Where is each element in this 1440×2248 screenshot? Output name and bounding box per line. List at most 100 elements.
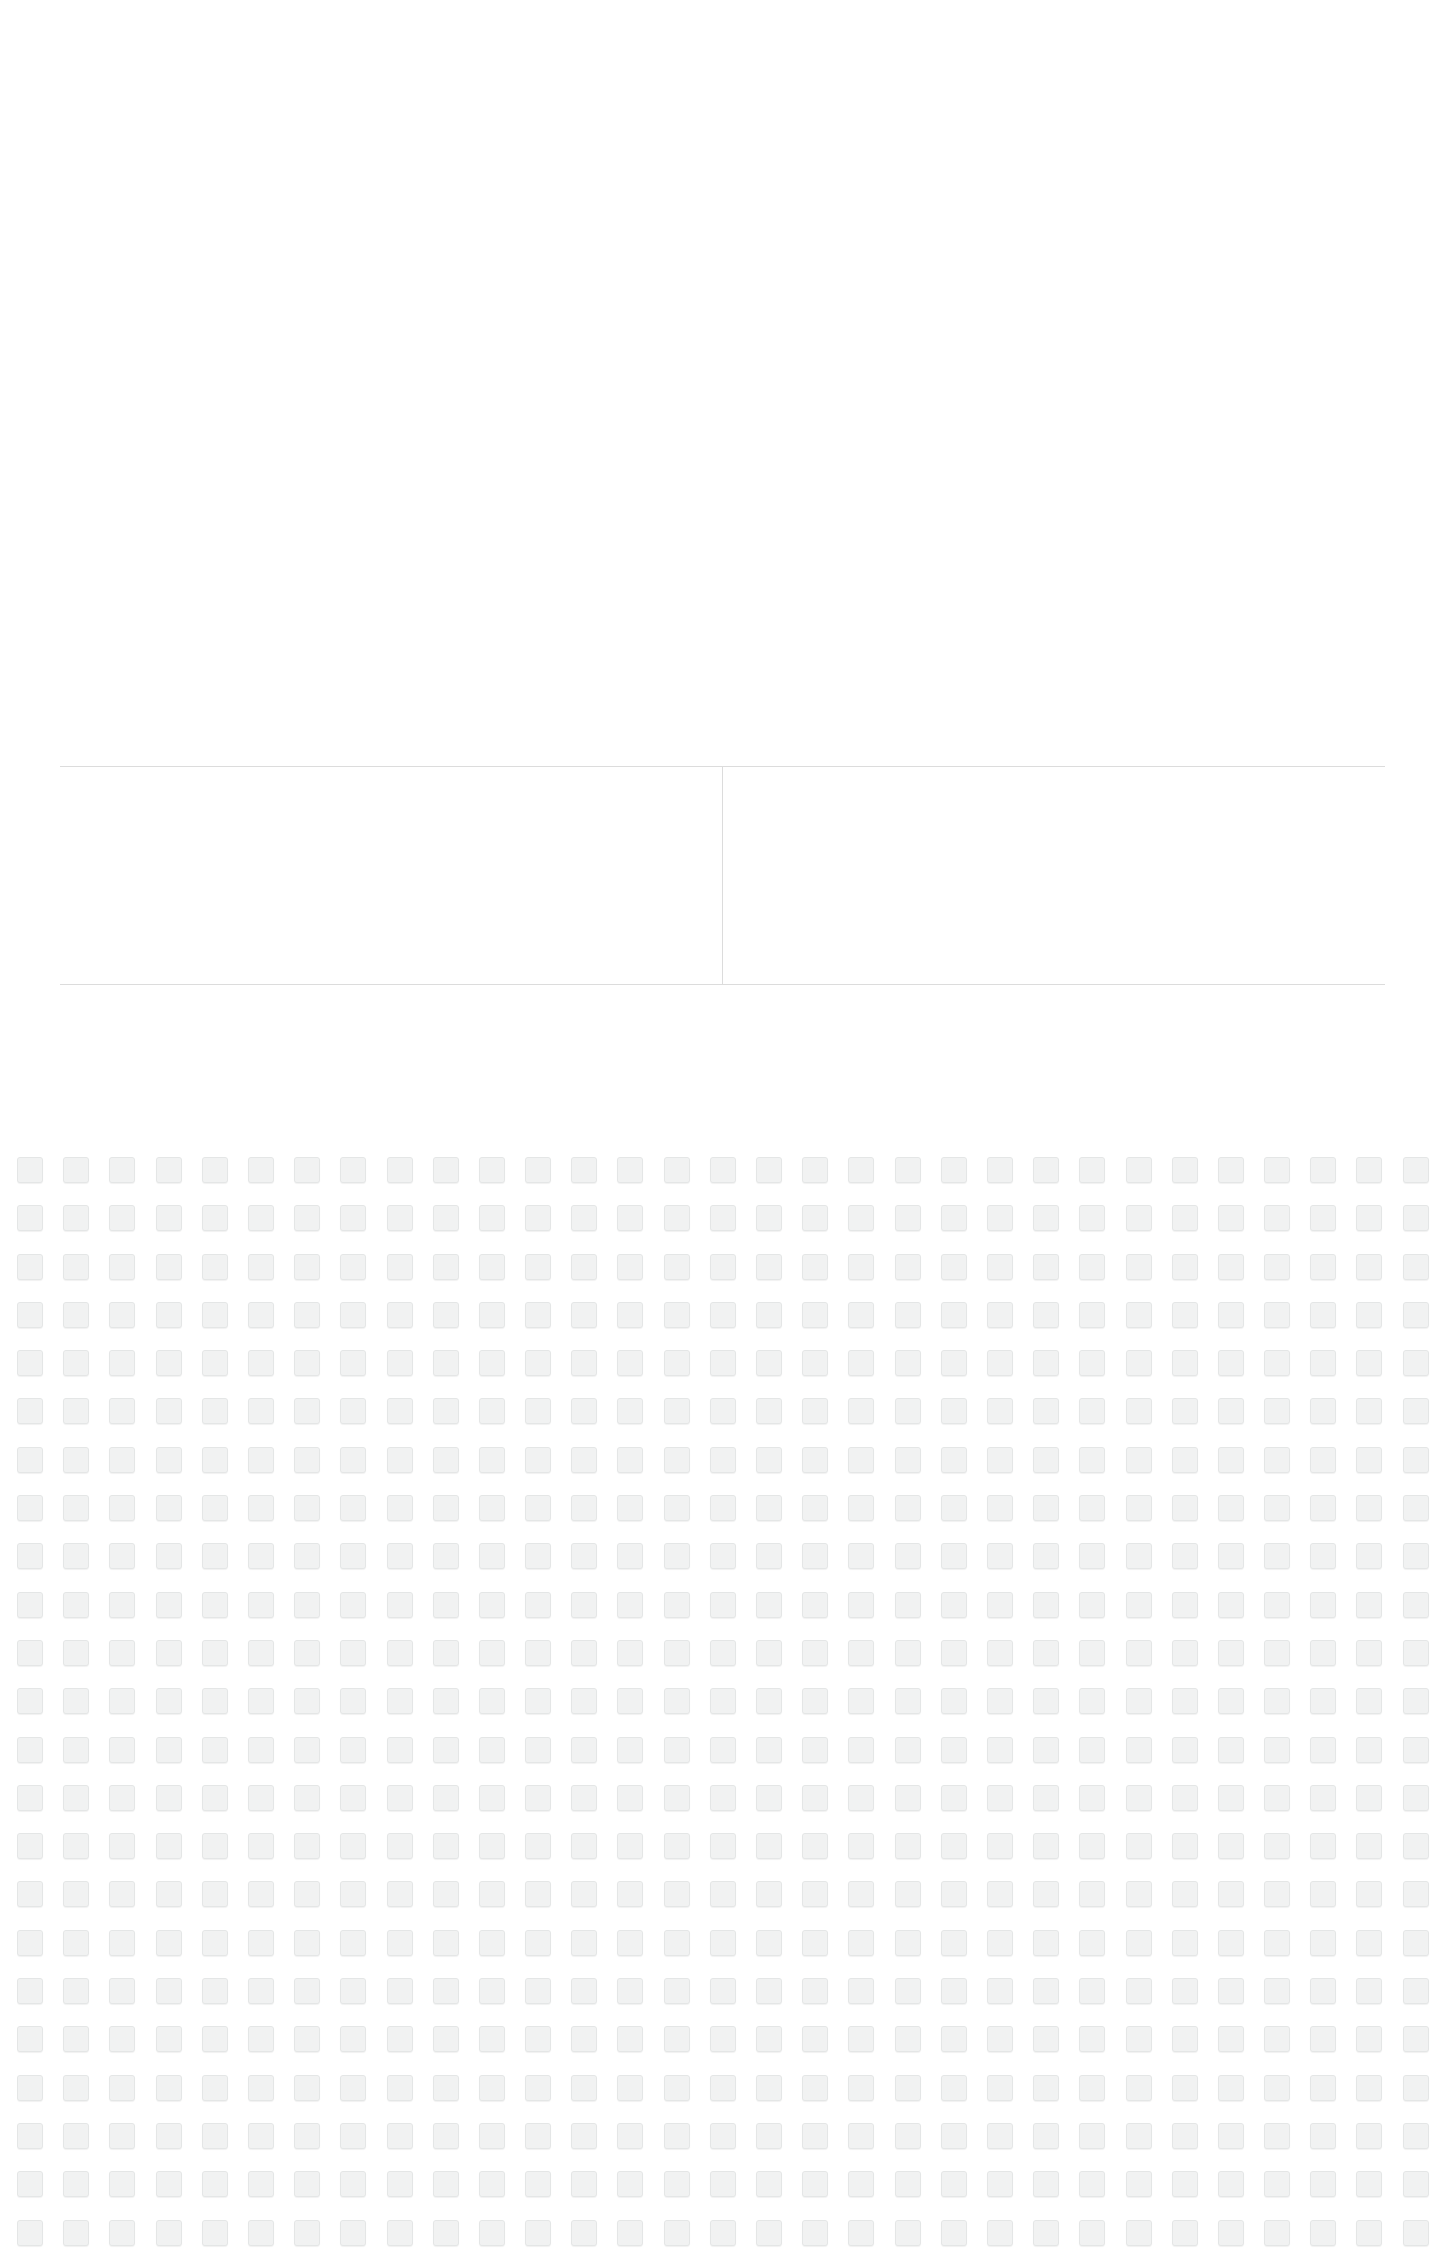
grid-tile <box>109 1446 136 1473</box>
grid-tile <box>617 1784 644 1811</box>
grid-tile <box>940 1881 967 1908</box>
grid-tile <box>894 1881 921 1908</box>
grid-tile <box>709 2026 736 2053</box>
grid-tile <box>525 1350 552 1377</box>
grid-tile <box>571 1929 598 1956</box>
grid-tile <box>432 1833 459 1860</box>
grid-tile <box>340 1688 367 1715</box>
grid-tile <box>1171 1639 1198 1666</box>
grid-tile <box>756 1591 782 1618</box>
grid-tile <box>1310 1833 1337 1860</box>
grid-tile <box>894 1639 921 1666</box>
grid-tile <box>1217 1350 1244 1377</box>
grid-tile <box>109 1833 136 1860</box>
grid-tile <box>109 2074 136 2101</box>
grid-tile <box>1402 1591 1429 1618</box>
grid-tile <box>1356 1784 1383 1811</box>
grid-tile <box>525 1157 552 1183</box>
grid-tile <box>525 2122 552 2149</box>
grid-tile <box>340 1833 367 1860</box>
grid-tile <box>571 1495 598 1522</box>
grid-tile <box>386 1736 413 1763</box>
grid-tile <box>1217 1543 1244 1570</box>
grid-tile <box>1402 1398 1429 1425</box>
grid-tile <box>478 2074 505 2101</box>
grid-tile <box>1217 1157 1244 1183</box>
grid-tile <box>571 1881 598 1908</box>
grid-tile <box>155 1543 182 1570</box>
grid-tile <box>848 1929 875 1956</box>
grid-tile <box>894 1446 921 1473</box>
grid-tile <box>848 1205 875 1232</box>
grid-tile <box>109 1205 136 1232</box>
grid-tile <box>525 2219 552 2246</box>
grid-tile <box>432 1495 459 1522</box>
grid-tile <box>986 1784 1013 1811</box>
grid-tile <box>1171 2122 1198 2149</box>
grid-tile <box>109 2171 136 2198</box>
grid-tile <box>432 1784 459 1811</box>
grid-tile <box>386 1205 413 1232</box>
grid-tile <box>294 1495 321 1522</box>
grid-tile <box>478 2026 505 2053</box>
grid-tile <box>386 1833 413 1860</box>
grid-tile <box>617 1205 644 1232</box>
grid-tile <box>478 1978 505 2005</box>
grid-tile <box>386 2171 413 2198</box>
grid-tile <box>940 1688 967 1715</box>
grid-tile <box>709 1543 736 1570</box>
grid-tile <box>894 1688 921 1715</box>
grid-tile <box>1356 1543 1383 1570</box>
grid-tile <box>201 1446 228 1473</box>
grid-tile <box>1217 2219 1244 2246</box>
grid-tile <box>848 1688 875 1715</box>
grid-tile <box>109 1350 136 1377</box>
grid-tile <box>1033 2219 1060 2246</box>
grid-tile <box>1310 1301 1337 1328</box>
grid-tile <box>802 1253 829 1280</box>
grid-tile <box>663 1736 690 1763</box>
grid-tile <box>848 2026 875 2053</box>
grid-tile <box>201 2026 228 2053</box>
grid-tile <box>1033 1398 1060 1425</box>
grid-tile <box>1217 1446 1244 1473</box>
grid-tile <box>1125 1639 1152 1666</box>
grid-tile <box>63 2219 90 2246</box>
grid-tile <box>802 1736 829 1763</box>
grid-tile <box>571 1639 598 1666</box>
grid-tile <box>294 2219 321 2246</box>
grid-tile <box>155 1591 182 1618</box>
grid-tile <box>894 1784 921 1811</box>
grid-tile <box>663 2026 690 2053</box>
grid-tile <box>1033 2026 1060 2053</box>
grid-tile <box>63 1591 90 1618</box>
panel-left-cell <box>60 767 723 984</box>
grid-tile <box>1356 2219 1383 2246</box>
grid-tile <box>478 1157 505 1183</box>
grid-tile <box>201 1543 228 1570</box>
grid-tile <box>1079 1350 1106 1377</box>
grid-tile <box>1171 1495 1198 1522</box>
grid-tile <box>1356 2122 1383 2149</box>
grid-tile <box>17 1543 43 1570</box>
grid-tile <box>201 1591 228 1618</box>
grid-tile <box>802 2074 829 2101</box>
grid-tile <box>247 2219 274 2246</box>
grid-tile <box>1125 1350 1152 1377</box>
grid-tile <box>1402 1157 1429 1183</box>
grid-tile <box>294 1446 321 1473</box>
grid-tile <box>709 1446 736 1473</box>
grid-tile <box>1402 1350 1429 1377</box>
grid-tile <box>1033 2074 1060 2101</box>
grid-tile <box>340 2026 367 2053</box>
grid-tile <box>1079 1301 1106 1328</box>
grid-tile <box>1125 1301 1152 1328</box>
grid-tile <box>525 1929 552 1956</box>
grid-tile <box>1033 1881 1060 1908</box>
grid-tile <box>386 1881 413 1908</box>
grid-tile <box>1356 1736 1383 1763</box>
grid-tile <box>155 1446 182 1473</box>
grid-tile <box>201 2171 228 2198</box>
grid-tile <box>63 1639 90 1666</box>
grid-tile <box>1310 1929 1337 1956</box>
